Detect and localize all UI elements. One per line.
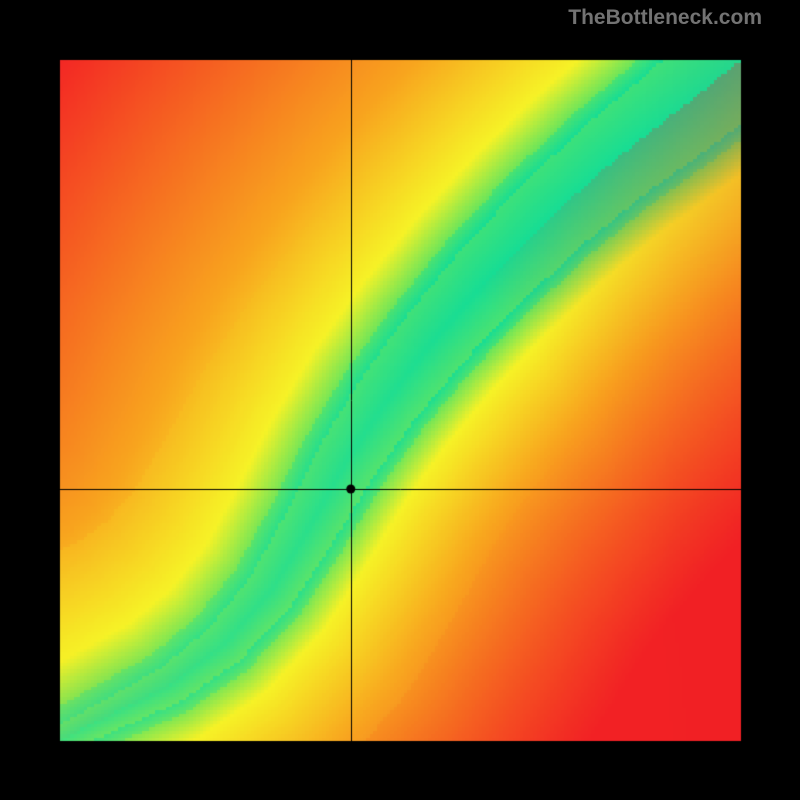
heatmap-canvas (0, 0, 800, 800)
watermark-text: TheBottleneck.com (568, 6, 762, 30)
chart-container: TheBottleneck.com (0, 0, 800, 800)
